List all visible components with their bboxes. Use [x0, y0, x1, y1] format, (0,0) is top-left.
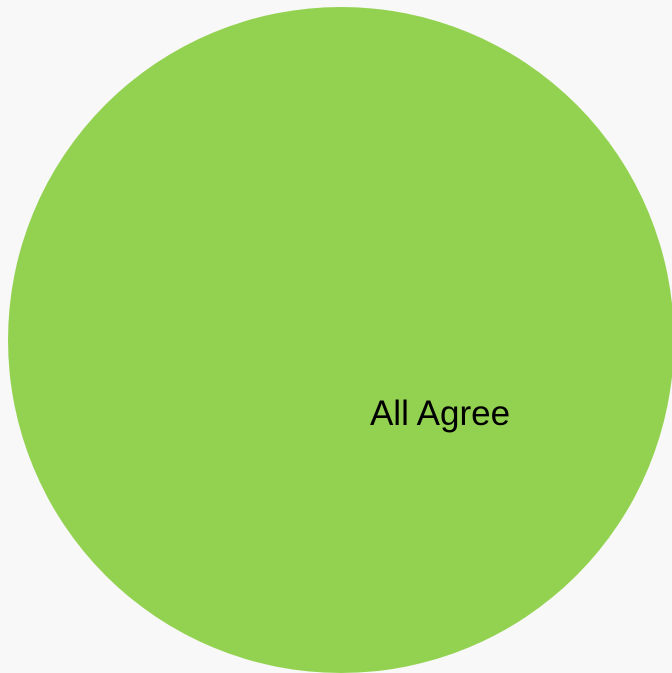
- slice-label-all-agree: All Agree: [370, 394, 510, 433]
- pie-slice-all-agree: [8, 7, 672, 673]
